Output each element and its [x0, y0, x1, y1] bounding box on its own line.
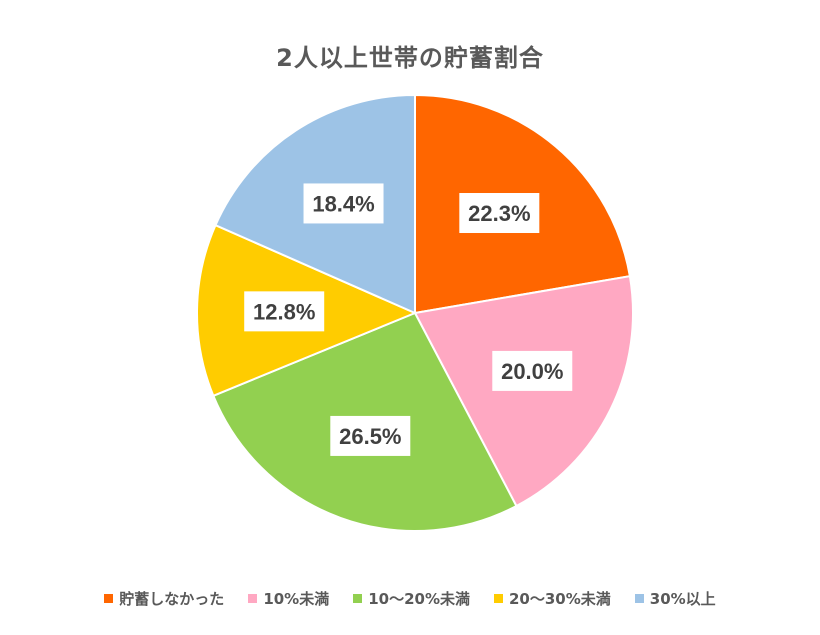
legend-item: 10%未満	[248, 588, 329, 609]
data-label-box	[492, 350, 573, 391]
legend-swatch	[353, 594, 363, 603]
data-label: 20.0%	[492, 350, 573, 391]
data-label: 12.8%	[244, 291, 325, 332]
legend-item: 10～20%未満	[353, 588, 470, 609]
pie-slice	[413, 275, 634, 508]
legend-label: 30%以上	[649, 590, 716, 608]
pie-data-labels: 22.3% 20.0% 26.5% 12.8% 18.4%	[244, 183, 573, 456]
legend-item: 30%以上	[634, 588, 716, 609]
data-label-box	[459, 193, 540, 234]
data-label: 18.4%	[303, 183, 384, 224]
data-label-box	[330, 415, 411, 456]
data-label: 22.3%	[459, 193, 540, 234]
legend-swatch	[634, 594, 644, 603]
data-label-text: 20.0%	[501, 359, 563, 384]
data-label: 26.5%	[330, 415, 411, 456]
legend-item: 20～30%未満	[494, 588, 611, 609]
chart-title: 2人以上世帯の貯蓄割合	[276, 44, 544, 72]
data-label-text: 22.3%	[468, 201, 530, 226]
legend-label: 10%未満	[263, 590, 330, 608]
chart-legend: 貯蓄しなかった 10%未満 10～20%未満 20～30%未満 30%以上	[0, 588, 820, 609]
legend-item: 貯蓄しなかった	[104, 588, 224, 609]
legend-swatch	[248, 594, 258, 603]
data-label-text: 26.5%	[339, 424, 401, 449]
legend-label: 20～30%未満	[509, 590, 611, 608]
legend-swatch	[104, 594, 114, 603]
data-label-text: 18.4%	[312, 191, 374, 216]
data-label-text: 12.8%	[253, 299, 315, 324]
data-label-box	[303, 183, 384, 224]
legend-label: 10～20%未満	[368, 590, 470, 608]
legend-label: 貯蓄しなかった	[119, 590, 225, 608]
data-label-box	[244, 291, 325, 332]
legend-swatch	[494, 594, 503, 603]
